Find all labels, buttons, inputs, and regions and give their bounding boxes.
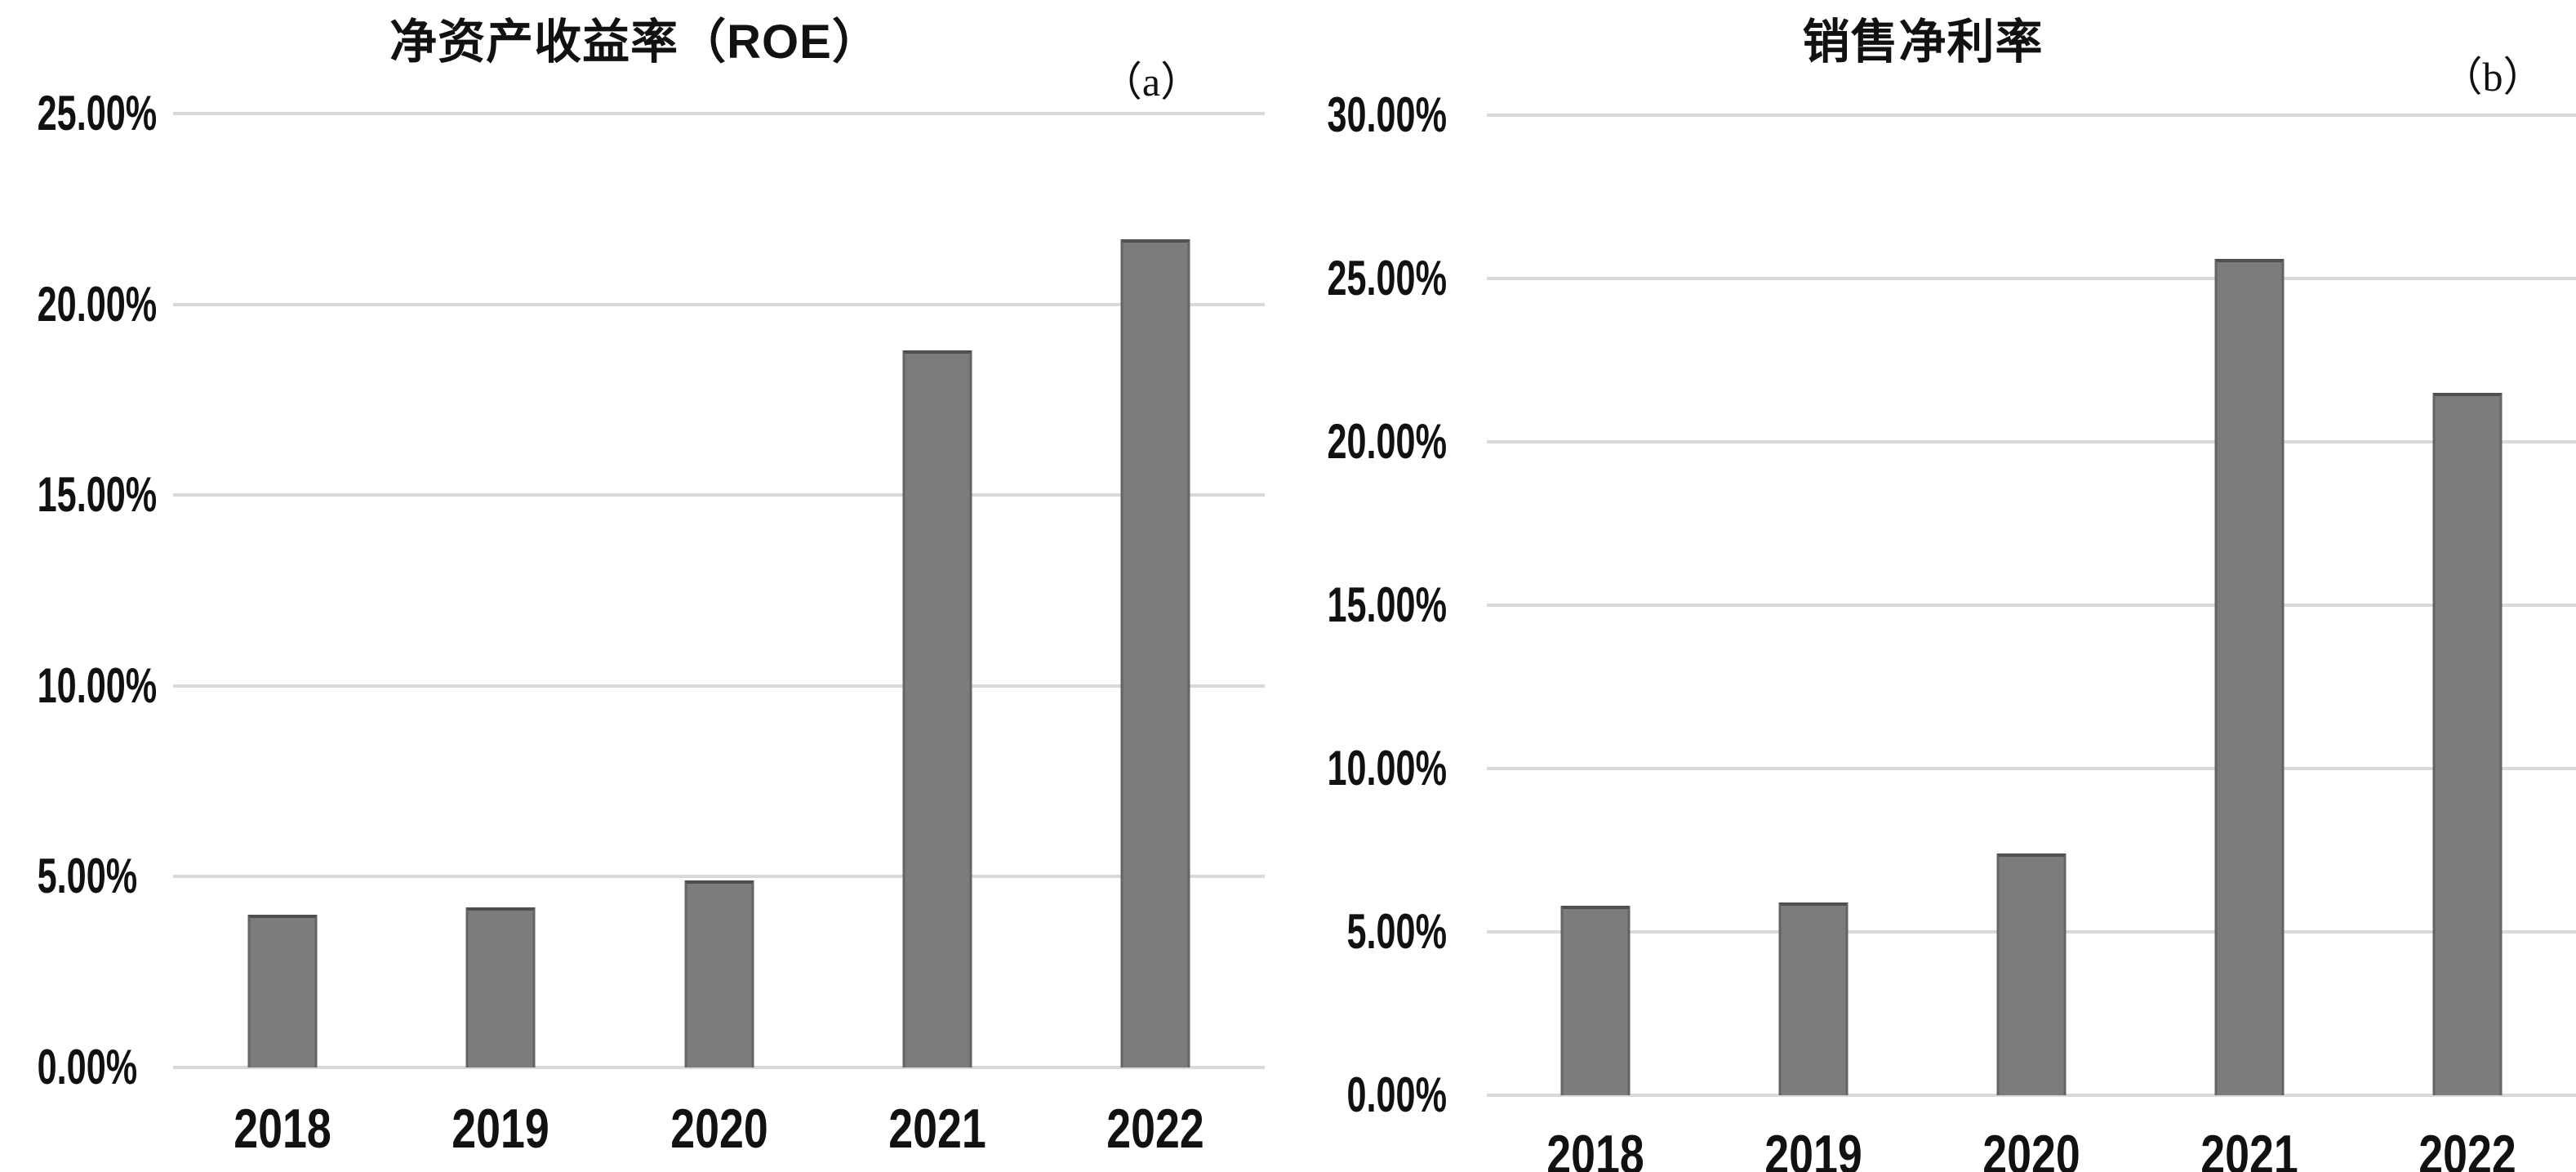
gridline xyxy=(1487,440,2576,443)
bar-2018 xyxy=(247,915,318,1067)
x-tick-label: 2018 xyxy=(233,1098,331,1160)
y-tick-label: 30.00% xyxy=(1327,87,1447,142)
gridline xyxy=(1487,277,2576,280)
chart-net-profit-margin: 销售净利率 （b） 30.00% 25.00% 20.00% 15.00% 10.00%… xyxy=(1270,0,2576,1172)
y-tick-label: 15.00% xyxy=(37,467,158,523)
gridline xyxy=(173,302,1265,306)
y-tick-label: 25.00% xyxy=(37,86,158,140)
gridline xyxy=(173,112,1265,115)
x-tick-label: 2021 xyxy=(2200,1124,2298,1172)
y-tick-label: 15.00% xyxy=(1327,577,1447,632)
chart-title: 净资产收益率（ROE） xyxy=(389,16,880,69)
x-tick-label: 2019 xyxy=(1764,1124,1862,1172)
x-axis-tick-labels: 2018 2019 2020 2021 2022 xyxy=(1487,1127,2576,1172)
gridline xyxy=(1487,114,2576,117)
y-tick-label: 25.00% xyxy=(1327,250,1447,305)
y-tick-label: 20.00% xyxy=(1327,413,1447,469)
plot-area xyxy=(173,112,1265,1069)
plot-area xyxy=(1487,114,2576,1097)
bar-2018 xyxy=(1560,906,1631,1095)
x-tick-label: 2021 xyxy=(888,1098,986,1160)
gridline xyxy=(173,1066,1265,1069)
y-tick-label: 10.00% xyxy=(1327,740,1447,795)
y-tick-label: 0.00% xyxy=(1346,1067,1447,1122)
x-tick-label: 2022 xyxy=(1106,1098,1205,1160)
y-axis-tick-labels: 30.00% 25.00% 20.00% 15.00% 10.00% 5.00% 0.00% xyxy=(1270,87,1447,1122)
bar-2021 xyxy=(2214,259,2285,1095)
chart-title: 销售净利率 xyxy=(1802,16,2044,69)
bar-2020 xyxy=(684,880,754,1067)
x-tick-label: 2020 xyxy=(670,1098,768,1160)
bar-2020 xyxy=(1996,853,2067,1095)
gridline xyxy=(1487,1094,2576,1097)
x-axis-tick-labels: 2018 2019 2020 2021 2022 xyxy=(173,1101,1265,1166)
gridline xyxy=(173,684,1265,688)
gridline xyxy=(173,875,1265,879)
y-tick-label: 0.00% xyxy=(37,1040,138,1094)
bar-2022 xyxy=(2432,393,2503,1095)
gridline xyxy=(1487,604,2576,607)
panel-label-a: （a） xyxy=(1101,59,1202,105)
y-tick-label: 20.00% xyxy=(37,276,158,332)
x-tick-label: 2019 xyxy=(452,1098,549,1160)
gridline xyxy=(173,493,1265,497)
bar-2019 xyxy=(465,907,536,1067)
gridline xyxy=(1487,767,2576,770)
y-tick-label: 5.00% xyxy=(37,849,138,904)
panel-label-b: （b） xyxy=(2441,54,2544,100)
y-axis-tick-labels: 25.00% 20.00% 15.00% 10.00% 5.00% 0.00% xyxy=(0,86,158,1094)
chart-roe: 净资产收益率（ROE） （a） 25.00% 20.00% 15.00% 10.00%… xyxy=(0,0,1270,1172)
y-tick-label: 10.00% xyxy=(37,657,158,713)
bar-2022 xyxy=(1120,239,1190,1067)
x-tick-label: 2018 xyxy=(1546,1124,1645,1172)
x-tick-label: 2020 xyxy=(1982,1124,2080,1172)
bar-2019 xyxy=(1778,902,1849,1095)
x-tick-label: 2022 xyxy=(2418,1124,2516,1172)
y-tick-label: 5.00% xyxy=(1346,904,1447,959)
bar-2021 xyxy=(902,350,972,1067)
